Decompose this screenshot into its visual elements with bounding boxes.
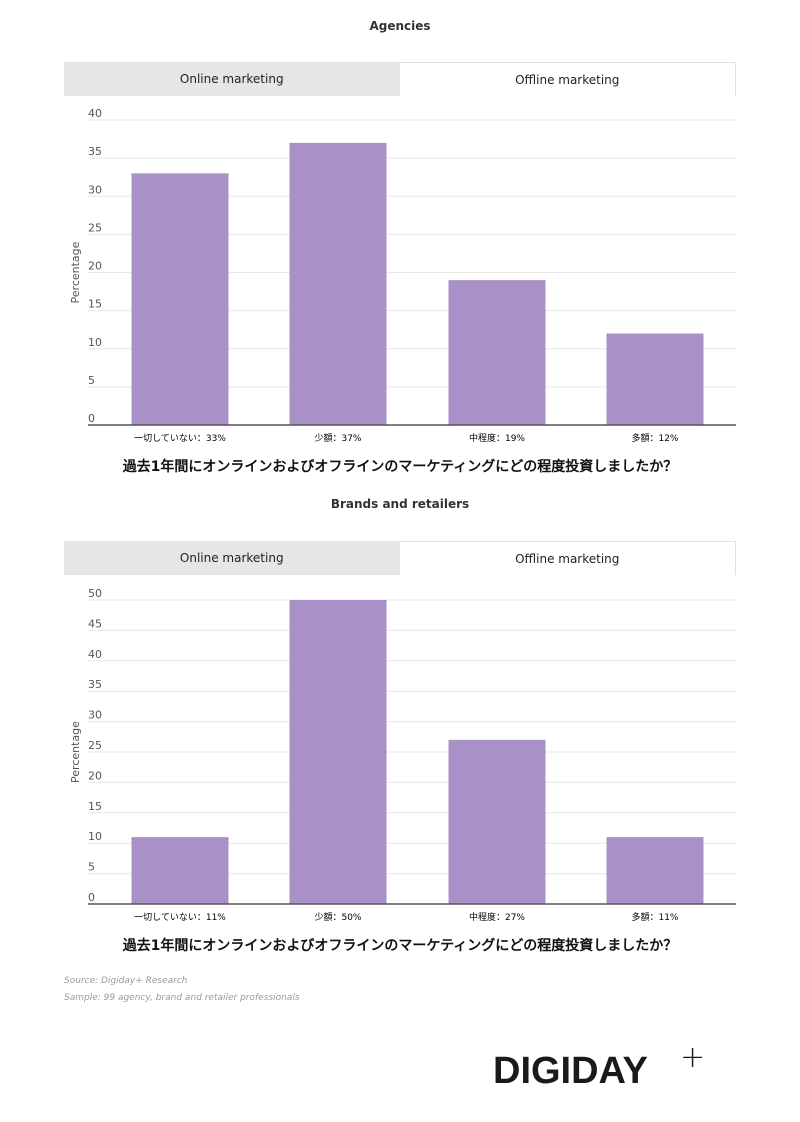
tab-offline-marketing[interactable]: Offline marketing — [399, 62, 736, 96]
y-tick-label: 20 — [88, 769, 102, 782]
y-tick-label: 5 — [88, 861, 95, 874]
y-tick-label: 5 — [88, 374, 95, 387]
bar-chart-agencies: 0 5 10 15 20 25 30 35 40 Percentage 一切していない：33% 少額：… — [69, 107, 736, 444]
y-tick-label: 45 — [88, 617, 102, 630]
bar — [606, 837, 704, 904]
y-tick-label: 25 — [88, 739, 102, 752]
y-axis-label: Percentage — [69, 241, 82, 303]
tab-online-marketing[interactable]: Online marketing — [64, 62, 400, 96]
x-category-label: 多額：12% — [631, 432, 678, 444]
chart-question: 過去1年間にオンラインおよびオフラインのマーケティングにどの程度投資しましたか？ — [122, 938, 678, 954]
bar-chart-brands-retailers: 0 5 10 15 20 25 30 35 40 45 50 Percentage 一切していない：11… — [69, 587, 736, 923]
y-tick-label: 15 — [88, 298, 102, 311]
source-note: Source: Digiday+ Research — [64, 976, 188, 986]
y-tick-label: 35 — [88, 678, 102, 691]
y-tick-label: 20 — [88, 260, 102, 273]
y-tick-label: 25 — [88, 221, 102, 234]
bar — [131, 837, 229, 904]
chart-tabs: Online marketing Offline marketing — [64, 541, 736, 575]
digiday-logo-plus: + — [680, 1040, 706, 1075]
bar — [606, 333, 704, 425]
y-tick-label: 40 — [88, 107, 102, 120]
y-tick-label: 0 — [88, 891, 95, 904]
x-category-label: 中程度：19% — [469, 432, 525, 444]
y-tick-label: 15 — [88, 800, 102, 813]
y-tick-label: 0 — [88, 412, 95, 425]
tab-online-marketing[interactable]: Online marketing — [64, 541, 400, 575]
y-tick-label: 10 — [88, 336, 102, 349]
y-tick-label: 50 — [88, 587, 102, 600]
x-category-label: 多額：11% — [631, 911, 678, 923]
x-category-label: 中程度：27% — [469, 911, 525, 923]
y-tick-label: 30 — [88, 183, 102, 196]
bar — [289, 142, 387, 425]
bar — [289, 600, 387, 904]
tab-offline-marketing[interactable]: Offline marketing — [399, 541, 736, 575]
x-category-label: 一切していない：33% — [134, 433, 226, 444]
y-tick-label: 40 — [88, 648, 102, 661]
y-axis-label: Percentage — [69, 721, 82, 783]
x-category-label: 少額：50% — [314, 911, 361, 923]
bar — [448, 739, 546, 904]
bar — [448, 280, 546, 425]
chart-tabs: Online marketing Offline marketing — [64, 62, 736, 96]
sample-note: Sample: 99 agency, brand and retailer pr… — [64, 993, 300, 1003]
y-tick-label: 30 — [88, 709, 102, 722]
x-category-label: 少額：37% — [314, 432, 361, 444]
bar — [131, 173, 229, 425]
chart-question: 過去1年間にオンラインおよびオフラインのマーケティングにどの程度投資しましたか？ — [122, 459, 678, 475]
chart-title: Brands and retailers — [330, 497, 470, 511]
y-tick-label: 10 — [88, 830, 102, 843]
x-category-label: 一切していない：11% — [134, 912, 226, 923]
digiday-logo: DIGIDAY — [493, 1050, 648, 1092]
chart-title: Agencies — [369, 19, 431, 33]
y-tick-label: 35 — [88, 145, 102, 158]
